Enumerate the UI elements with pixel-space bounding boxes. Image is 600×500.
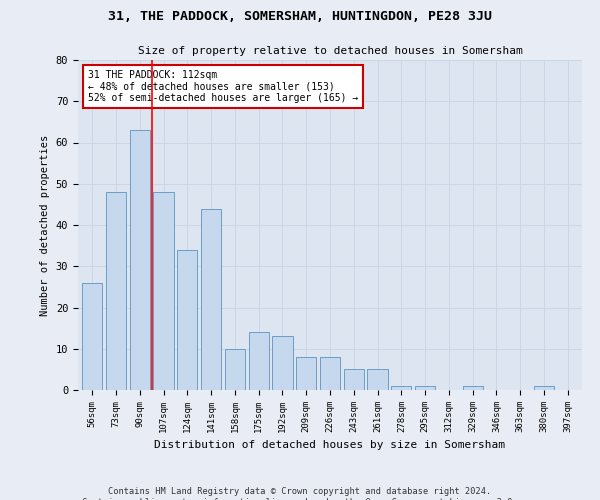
Bar — [320, 357, 340, 390]
Bar — [82, 283, 103, 390]
Bar — [201, 208, 221, 390]
Bar — [272, 336, 293, 390]
Bar — [154, 192, 173, 390]
Bar — [130, 130, 150, 390]
Bar — [367, 370, 388, 390]
Title: Size of property relative to detached houses in Somersham: Size of property relative to detached ho… — [137, 46, 523, 56]
Bar — [391, 386, 412, 390]
Bar — [177, 250, 197, 390]
Bar — [106, 192, 126, 390]
Bar — [344, 370, 364, 390]
Bar — [415, 386, 435, 390]
Text: Contains HM Land Registry data © Crown copyright and database right 2024.
Contai: Contains HM Land Registry data © Crown c… — [82, 488, 518, 500]
Y-axis label: Number of detached properties: Number of detached properties — [40, 134, 50, 316]
Bar — [534, 386, 554, 390]
Bar — [463, 386, 483, 390]
Text: 31 THE PADDOCK: 112sqm
← 48% of detached houses are smaller (153)
52% of semi-de: 31 THE PADDOCK: 112sqm ← 48% of detached… — [88, 70, 358, 103]
Bar — [248, 332, 269, 390]
Text: 31, THE PADDOCK, SOMERSHAM, HUNTINGDON, PE28 3JU: 31, THE PADDOCK, SOMERSHAM, HUNTINGDON, … — [108, 10, 492, 23]
Bar — [296, 357, 316, 390]
X-axis label: Distribution of detached houses by size in Somersham: Distribution of detached houses by size … — [155, 440, 505, 450]
Bar — [225, 349, 245, 390]
